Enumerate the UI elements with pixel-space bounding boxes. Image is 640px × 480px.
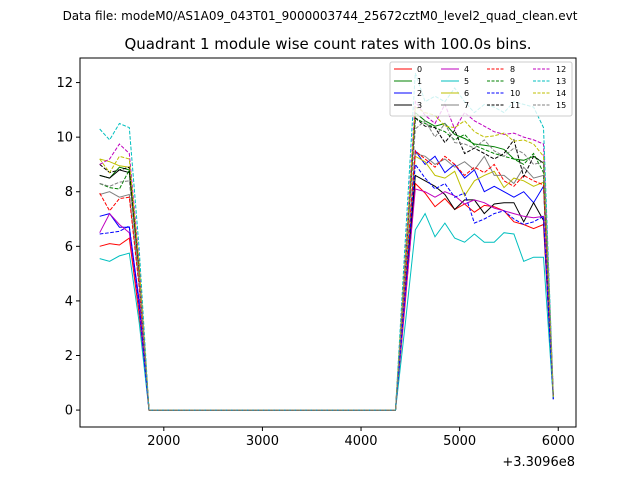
legend-label-5: 5 [464,77,469,86]
series-line-12 [99,100,554,411]
y-tick-label: 0 [65,404,73,419]
series-line-15 [99,120,554,411]
series-line-8 [99,149,554,411]
series-line-7 [99,152,554,411]
series-line-4 [99,188,554,411]
y-tick-label: 6 [65,240,73,255]
legend-label-1: 1 [417,77,422,86]
legend-label-9: 9 [510,77,515,86]
series-line-13 [99,72,554,411]
y-axis: 0 2 4 6 8 10 12 [56,76,80,419]
legend-label-12: 12 [556,65,566,74]
y-tick-label: 12 [56,76,73,91]
y-tick-label: 2 [65,349,73,364]
legend-label-10: 10 [510,89,520,98]
chart-title: Quadrant 1 module wise count rates with … [124,35,531,53]
series-line-2 [99,149,554,411]
legend-label-0: 0 [417,65,422,74]
series-line-11 [99,116,554,411]
x-tick-label: 5000 [443,434,476,449]
x-tick-label: 3000 [246,434,279,449]
series-line-10 [99,162,554,411]
series-line-6 [99,155,554,411]
legend-label-14: 14 [556,89,566,98]
legend-label-6: 6 [464,89,469,98]
x-axis: 2000 3000 4000 5000 6000 [147,427,575,449]
y-tick-label: 4 [65,294,73,309]
legend-label-4: 4 [464,65,469,74]
axes-frame [79,57,577,428]
legend-label-2: 2 [417,89,422,98]
legend-label-7: 7 [464,101,469,110]
x-tick-label: 2000 [147,434,180,449]
legend-label-3: 3 [417,101,422,110]
series-line-9 [99,117,554,411]
series-line-0 [99,182,554,411]
y-tick-label: 10 [56,131,73,146]
plot-lines [99,72,554,411]
legend-label-11: 11 [510,101,520,110]
series-line-14 [99,106,554,411]
x-offset-label: +3.3096e8 [502,455,575,470]
x-tick-label: 6000 [542,434,575,449]
legend-label-8: 8 [510,65,515,74]
series-line-5 [99,212,554,411]
legend-label-15: 15 [556,101,566,110]
x-tick-label: 4000 [344,434,377,449]
legend-label-13: 13 [556,77,566,86]
legend-box [389,61,573,117]
y-tick-label: 8 [65,185,73,200]
suptitle: Data file: modeM0/AS1A09_043T01_90000037… [63,9,578,23]
